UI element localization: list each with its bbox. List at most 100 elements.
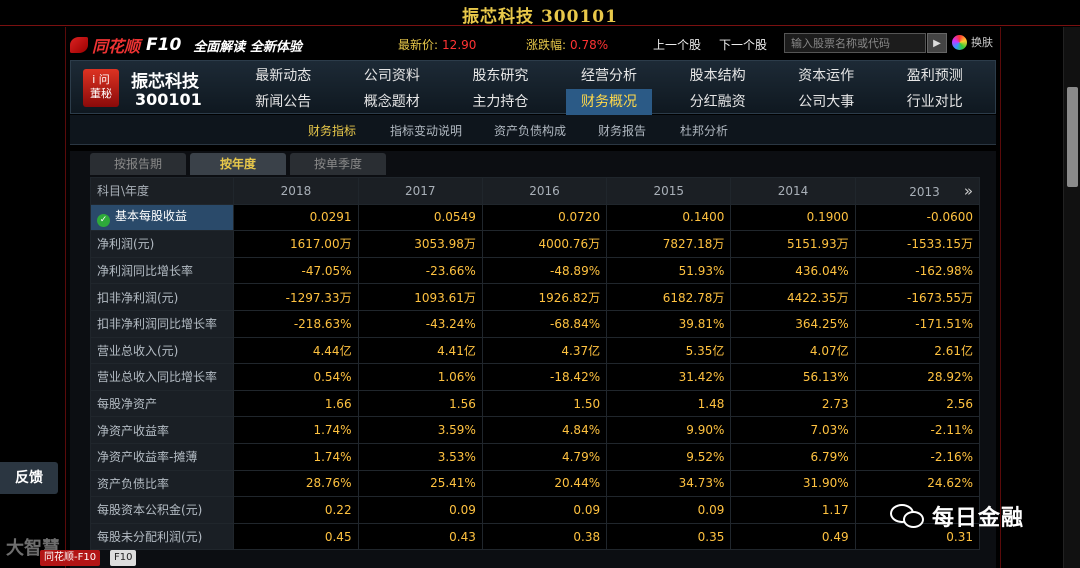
nav-concepts[interactable]: 概念题材: [363, 94, 420, 110]
table-row[interactable]: 每股净资产 1.66 1.56 1.50 1.48 2.73 2.56: [89, 389, 981, 418]
nav-financial-overview[interactable]: 财务概况: [565, 89, 653, 115]
nav-business-analysis[interactable]: 经营分析: [581, 68, 638, 84]
table-cell: 4422.35万: [730, 283, 856, 311]
row-label[interactable]: ✓ 基本每股收益: [89, 203, 235, 232]
row-label[interactable]: 每股未分配利润(元): [89, 522, 235, 551]
prev-stock-button[interactable]: 上一个股: [653, 38, 702, 52]
row-label-text: 每股未分配利润(元): [97, 530, 203, 545]
nav-shareholder-research[interactable]: 股东研究: [472, 68, 529, 84]
table-cell: -171.51%: [854, 309, 981, 338]
row-label[interactable]: 净利润(元): [89, 230, 235, 258]
nav-major-events[interactable]: 公司大事: [798, 94, 855, 110]
row-label-text: 扣非净利润同比增长率: [97, 317, 218, 332]
taskbar-page-button[interactable]: F10: [110, 550, 137, 566]
subnav-financial-reports[interactable]: 财务报告: [598, 124, 647, 138]
table-row[interactable]: 扣非净利润(元) -1297.33万 1093.61万 1926.82万 6182.78…: [89, 283, 981, 311]
search-go-button[interactable]: ▶: [927, 33, 947, 53]
nav-company-profile[interactable]: 公司资料: [363, 68, 420, 84]
table-cell: 28.92%: [854, 363, 981, 391]
nav-capital-operation[interactable]: 资本运作: [798, 68, 855, 84]
table-cell: 31.90%: [730, 469, 856, 498]
table-cell: 0.1900: [730, 203, 856, 232]
wechat-watermark: 每日金融: [890, 500, 1024, 532]
nav-news-announcements[interactable]: 新闻公告: [255, 94, 312, 110]
more-years-icon[interactable]: »: [963, 181, 973, 200]
table-cell: 4.84%: [481, 416, 608, 444]
nav-institutional-holdings[interactable]: 主力持仓: [472, 94, 529, 110]
row-label[interactable]: 扣非净利润(元): [89, 283, 235, 311]
table-cell: 2.61亿: [854, 336, 981, 365]
table-row[interactable]: 净利润(元) 1617.00万 3053.98万 4000.76万 7827.18万 51…: [89, 230, 981, 258]
row-label-text: 每股资本公积金(元): [97, 503, 203, 518]
tab-by-quarter[interactable]: 按单季度: [290, 153, 386, 175]
table-cell: 24.62%: [854, 469, 981, 498]
row-label[interactable]: 扣非净利润同比增长率: [89, 309, 235, 338]
subnav-indicator-changes[interactable]: 指标变动说明: [390, 124, 463, 138]
table-row[interactable]: ✓ 基本每股收益 0.0291 0.0549 0.0720 0.1400 0.1900 -0.…: [89, 203, 981, 232]
table-cell: -162.98%: [854, 256, 981, 285]
table-row[interactable]: 净资产收益率-摊薄 1.74% 3.53% 4.79% 9.52% 6.79% -2.16%: [89, 442, 981, 471]
table-row[interactable]: 每股资本公积金(元) 0.22 0.09 0.09 0.09 1.17: [89, 496, 981, 524]
row-label[interactable]: 营业总收入(元): [89, 336, 235, 365]
table-cell: 1617.00万: [233, 230, 359, 258]
table-cell: 4.79%: [481, 442, 608, 471]
table-row[interactable]: 扣非净利润同比增长率 -218.63% -43.24% -68.84% 39.81% 36…: [89, 309, 981, 338]
table-cell: 31.42%: [606, 363, 732, 391]
stock-nav-bar: i 问 董秘 振芯科技 300101 最新动态 公司资料 股东研究 经营分析 股…: [70, 60, 996, 115]
table-cell: 1.74%: [233, 442, 359, 471]
table-row[interactable]: 资产负债比率 28.76% 25.41% 20.44% 34.73% 31.90% 24.6…: [89, 469, 981, 498]
table-cell: 56.13%: [730, 363, 856, 391]
table-cell: -68.84%: [481, 309, 608, 338]
ask-secretary-button[interactable]: i 问 董秘: [83, 69, 119, 107]
table-row[interactable]: 净利润同比增长率 -47.05% -23.66% -48.89% 51.93% 436.0…: [89, 256, 981, 285]
table-cell: 20.44%: [481, 469, 608, 498]
table-row[interactable]: 营业总收入(元) 4.44亿 4.41亿 4.37亿 5.35亿 4.07亿 2.61亿: [89, 336, 981, 365]
scrollbar-thumb[interactable]: [1067, 87, 1078, 187]
table-cell: 51.93%: [606, 256, 732, 285]
section-nav: 最新动态 公司资料 股东研究 经营分析 股本结构 资本运作 盈利预测 新闻公告 …: [229, 63, 989, 115]
row-label[interactable]: 净资产收益率: [89, 416, 235, 444]
table-row[interactable]: 净资产收益率 1.74% 3.59% 4.84% 9.90% 7.03% -2.11%: [89, 416, 981, 444]
row-label-text: 资产负债比率: [97, 476, 170, 491]
subnav-dupont-analysis[interactable]: 杜邦分析: [680, 124, 729, 138]
change-skin-button[interactable]: 换肤: [952, 34, 993, 50]
row-label[interactable]: 每股资本公积金(元): [89, 496, 235, 524]
nav-latest-news[interactable]: 最新动态: [255, 68, 312, 84]
row-label[interactable]: 每股净资产: [89, 389, 235, 418]
table-cell: 2.73: [730, 389, 856, 418]
table-row[interactable]: 营业总收入同比增长率 0.54% 1.06% -18.42% 31.42% 56.13% 2…: [89, 363, 981, 391]
subnav-financial-indicators[interactable]: 财务指标: [308, 124, 357, 138]
table-cell: -47.05%: [233, 256, 359, 285]
brand-logo: 同花顺 F10 全面解读 全新体验: [70, 33, 302, 57]
next-stock-button[interactable]: 下一个股: [719, 38, 768, 52]
feedback-button[interactable]: 反馈: [0, 462, 58, 494]
row-label-text: 净资产收益率: [97, 423, 170, 438]
f10-app: 同花顺 F10 全面解读 全新体验 最新价: 12.90 涨跌幅: 0.78% 上一…: [66, 27, 1000, 568]
subnav-balance-sheet-composition[interactable]: 资产负债构成: [494, 124, 567, 138]
table-cell: -2.16%: [854, 442, 981, 471]
top-header: 同花顺 F10 全面解读 全新体验 最新价: 12.90 涨跌幅: 0.78% 上一…: [66, 27, 1000, 59]
table-cell: 4.44亿: [233, 336, 359, 365]
row-label-text: 每股净资产: [97, 397, 158, 412]
nav-dividends-financing[interactable]: 分红融资: [689, 94, 746, 110]
table-row[interactable]: 每股未分配利润(元) 0.45 0.43 0.38 0.35 0.49 0.31: [89, 522, 981, 551]
row-label[interactable]: 净资产收益率-摊薄: [89, 442, 235, 471]
row-label[interactable]: 资产负债比率: [89, 469, 235, 498]
row-label[interactable]: 净利润同比增长率: [89, 256, 235, 285]
row-label-text: 营业总收入同比增长率: [97, 370, 218, 385]
table-cell: -0.0600: [854, 203, 981, 232]
vertical-scrollbar[interactable]: [1063, 27, 1080, 568]
latest-price-label: 最新价:: [398, 38, 439, 52]
table-cell: 34.73%: [606, 469, 732, 498]
row-label[interactable]: 营业总收入同比增长率: [89, 363, 235, 391]
nav-industry-comparison[interactable]: 行业对比: [906, 94, 963, 110]
stock-search-input[interactable]: [784, 33, 926, 53]
tab-by-year[interactable]: 按年度: [190, 153, 286, 175]
table-cell: 25.41%: [357, 469, 483, 498]
tab-by-report-period[interactable]: 按报告期: [90, 153, 186, 175]
nav-earnings-forecast[interactable]: 盈利预测: [906, 68, 963, 84]
taskbar-app-button[interactable]: 同花顺-F10: [40, 550, 101, 566]
nav-share-structure[interactable]: 股本结构: [689, 68, 746, 84]
table-cell: 0.49: [730, 522, 856, 551]
table-cell: 3.59%: [357, 416, 483, 444]
